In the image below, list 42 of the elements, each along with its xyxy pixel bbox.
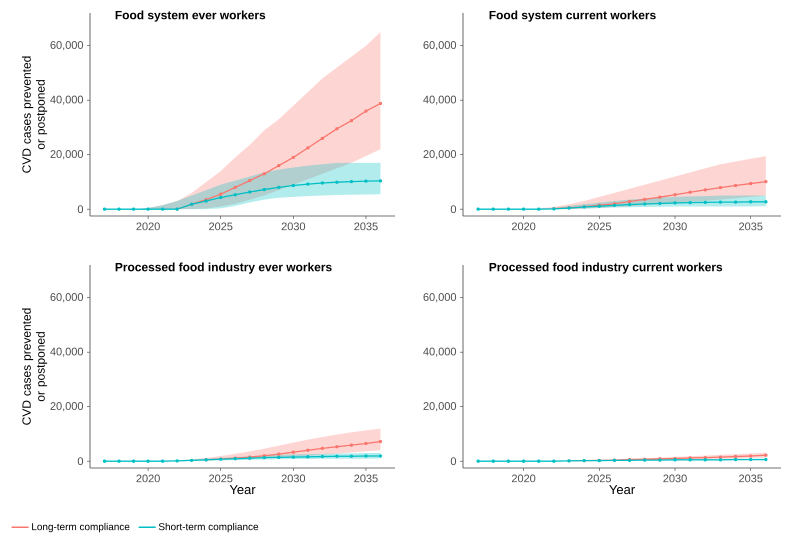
chart-title: Food system ever workers (116, 10, 266, 22)
x-tick-label: 2030 (663, 474, 687, 482)
x-tick-label: 2035 (739, 474, 762, 482)
x-tick-label: 2030 (282, 474, 306, 482)
chart-title: Food system current workers (490, 10, 656, 22)
y-tick-label: 20,000 (424, 150, 456, 160)
x-axis-title: Year (609, 485, 635, 494)
x-tick-label: 2020 (136, 222, 160, 230)
y-tick-label: 20,000 (50, 150, 84, 160)
x-tick-label: 2035 (354, 222, 378, 230)
x-tick-label: 2030 (282, 222, 306, 230)
y-tick-label: 60,000 (50, 41, 84, 50)
x-tick-label: 2025 (209, 474, 232, 482)
legend-label: Short-term compliance (158, 522, 258, 532)
y-tick-label: 20,000 (50, 402, 84, 412)
y-tick-label: 60,000 (424, 293, 456, 302)
x-tick-label: 2035 (739, 222, 762, 230)
x-axis-title: Year (230, 485, 256, 494)
y-tick-label: 0 (78, 205, 84, 214)
y-axis-title: CVD cases prevented or postponed (22, 308, 48, 425)
legend-label: Long-term compliance (32, 522, 130, 532)
y-tick-label: 20,000 (424, 402, 456, 412)
x-tick-label: 2020 (512, 222, 536, 230)
x-tick-label: 2025 (588, 474, 612, 482)
y-tick-label: 60,000 (50, 293, 84, 302)
y-tick-label: 60,000 (424, 41, 456, 50)
y-axis-title: CVD cases prevented or postponed (22, 56, 48, 173)
chart-title: Processed food industry ever workers (116, 262, 332, 274)
chart-title: Processed food industry current workers (490, 262, 722, 274)
y-tick-label: 40,000 (50, 96, 84, 105)
x-tick-label: 2025 (209, 222, 232, 230)
y-tick-label: 0 (450, 457, 456, 466)
y-tick-label: 40,000 (423, 96, 456, 105)
x-tick-label: 2020 (512, 474, 536, 482)
x-tick-label: 2020 (136, 474, 160, 482)
y-tick-label: 0 (78, 457, 84, 466)
y-tick-label: 0 (450, 205, 456, 214)
x-tick-label: 2030 (663, 222, 687, 230)
x-tick-label: 2035 (354, 474, 378, 482)
y-tick-label: 40,000 (50, 348, 84, 357)
x-tick-label: 2025 (588, 222, 612, 230)
y-tick-label: 40,000 (423, 348, 456, 357)
